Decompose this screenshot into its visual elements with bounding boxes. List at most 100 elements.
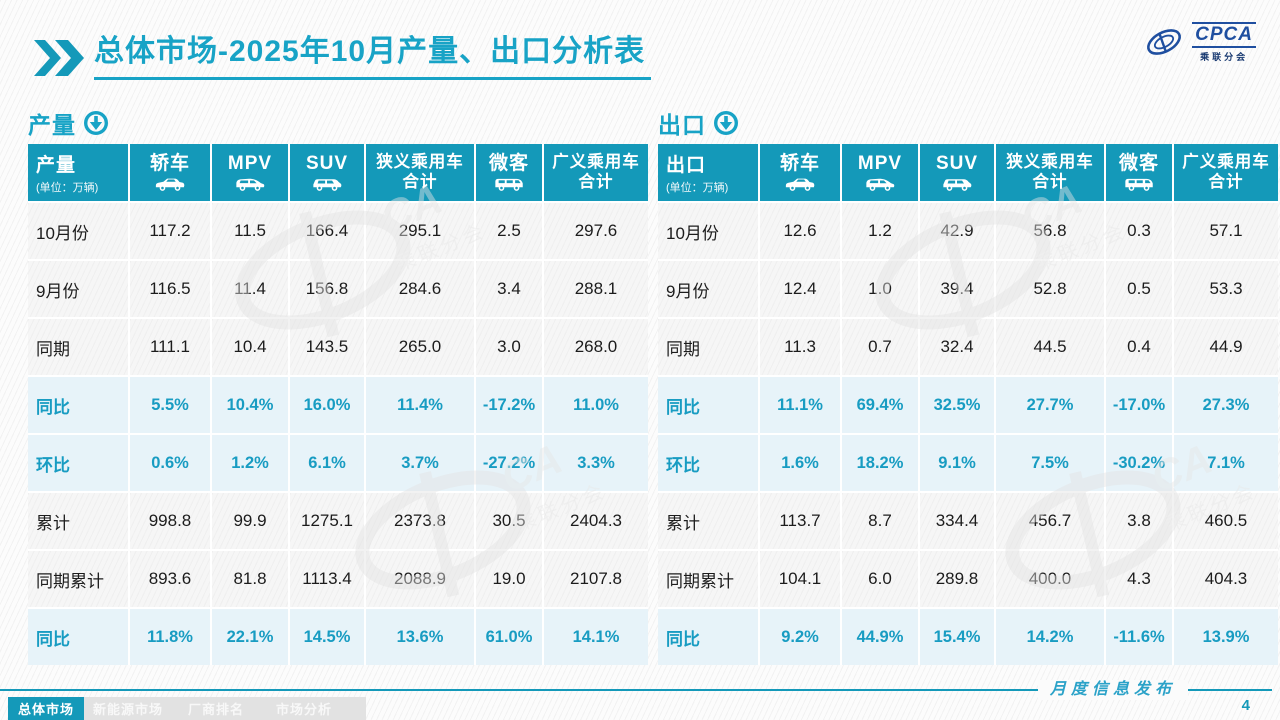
value-cell: 6.0 xyxy=(842,551,918,607)
section-header-export: 出口 xyxy=(658,106,1278,140)
value-cell: 2373.8 xyxy=(366,493,474,549)
value-cell: 117.2 xyxy=(130,203,210,259)
publication-label: 月度信息发布 xyxy=(1037,680,1188,700)
export-data-table: 出口 (单位：万辆) 轿车 MPV SUV 狭义乘用车 合计 微客 广义乘用车 合计 10月份 12.… xyxy=(658,144,1278,665)
value-cell: 44.9 xyxy=(1174,319,1278,375)
cpca-logo-subtitle: 乘联分会 xyxy=(1200,51,1249,62)
value-cell: 2404.3 xyxy=(544,493,648,549)
value-cell: 12.6 xyxy=(760,203,840,259)
sedan-car-icon xyxy=(784,175,816,192)
value-cell: 19.0 xyxy=(476,551,542,607)
mpv-car-icon xyxy=(864,175,896,192)
value-cell: 893.6 xyxy=(130,551,210,607)
value-cell: 1275.1 xyxy=(290,493,364,549)
microvan-icon xyxy=(493,175,525,192)
data-row-label: 9月份 xyxy=(28,261,128,317)
percent-value-cell: 0.6% xyxy=(130,435,210,491)
column-header-suv: SUV xyxy=(920,144,994,201)
data-row-label: 同期 xyxy=(28,319,128,375)
value-cell: 297.6 xyxy=(544,203,648,259)
percent-value-cell: 14.5% xyxy=(290,609,364,665)
value-cell: 2.5 xyxy=(476,203,542,259)
slide-header: 总体市场-2025年10月产量、出口分析表 xyxy=(34,26,652,80)
column-header-broad-pc-total: 广义乘用车 合计 xyxy=(1174,144,1278,201)
value-cell: 116.5 xyxy=(130,261,210,317)
value-cell: 32.4 xyxy=(920,319,994,375)
percent-row-label: 同比 xyxy=(658,609,758,665)
value-cell: 113.7 xyxy=(760,493,840,549)
value-cell: 268.0 xyxy=(544,319,648,375)
percent-value-cell: 10.4% xyxy=(212,377,288,433)
value-cell: 2107.8 xyxy=(544,551,648,607)
value-cell: 11.5 xyxy=(212,203,288,259)
value-cell: 295.1 xyxy=(366,203,474,259)
cpca-logo: CPCA 乘联分会 xyxy=(1143,22,1256,63)
percent-value-cell: 44.9% xyxy=(842,609,918,665)
table-title-cell: 产量 (单位：万辆) xyxy=(28,144,128,201)
sedan-car-icon xyxy=(154,175,186,192)
data-row-label: 累计 xyxy=(658,493,758,549)
column-header-microvan: 微客 xyxy=(476,144,542,201)
percent-value-cell: -17.0% xyxy=(1106,377,1172,433)
cpca-swoosh-icon xyxy=(1147,29,1182,56)
value-cell: 289.8 xyxy=(920,551,994,607)
value-cell: 4.3 xyxy=(1106,551,1172,607)
value-cell: 81.8 xyxy=(212,551,288,607)
tab-manufacturer-ranking[interactable]: 厂商排名 xyxy=(172,697,260,720)
value-cell: 57.1 xyxy=(1174,203,1278,259)
percent-row-label: 环比 xyxy=(658,435,758,491)
value-cell: 0.4 xyxy=(1106,319,1172,375)
value-cell: 2088.9 xyxy=(366,551,474,607)
percent-value-cell: 3.3% xyxy=(544,435,648,491)
value-cell: 3.0 xyxy=(476,319,542,375)
tab-nev-market[interactable]: 新能源市场 xyxy=(84,697,172,720)
percent-row-label: 同比 xyxy=(28,609,128,665)
column-header-narrow-pc-total: 狭义乘用车 合计 xyxy=(996,144,1104,201)
value-cell: 104.1 xyxy=(760,551,840,607)
column-header-sedan: 轿车 xyxy=(760,144,840,201)
value-cell: 11.4 xyxy=(212,261,288,317)
percent-value-cell: -27.2% xyxy=(476,435,542,491)
table-title-cell: 出口 (单位：万辆) xyxy=(658,144,758,201)
percent-value-cell: 22.1% xyxy=(212,609,288,665)
export-table: 出口出口 (单位：万辆) 轿车 MPV SUV 狭义乘用车 合计 微客 广义乘用车 合计 10月份 1… xyxy=(658,106,1278,665)
value-cell: 288.1 xyxy=(544,261,648,317)
section-title-label: 出口 xyxy=(658,112,706,138)
percent-value-cell: 13.9% xyxy=(1174,609,1278,665)
value-cell: 39.4 xyxy=(920,261,994,317)
percent-value-cell: 9.1% xyxy=(920,435,994,491)
cpca-logo-text: CPCA 乘联分会 xyxy=(1192,22,1256,63)
percent-value-cell: 14.2% xyxy=(996,609,1104,665)
percent-row-label: 环比 xyxy=(28,435,128,491)
column-header-suv: SUV xyxy=(290,144,364,201)
value-cell: 1.2 xyxy=(842,203,918,259)
data-row-label: 10月份 xyxy=(28,203,128,259)
percent-value-cell: 18.2% xyxy=(842,435,918,491)
column-header-microvan: 微客 xyxy=(1106,144,1172,201)
data-row-label: 累计 xyxy=(28,493,128,549)
percent-value-cell: 6.1% xyxy=(290,435,364,491)
percent-value-cell: 3.7% xyxy=(366,435,474,491)
value-cell: 1113.4 xyxy=(290,551,364,607)
tab-bar-filler xyxy=(348,697,366,720)
percent-value-cell: -30.2% xyxy=(1106,435,1172,491)
column-header-sedan: 轿车 xyxy=(130,144,210,201)
percent-value-cell: 32.5% xyxy=(920,377,994,433)
section-header-production: 产量 xyxy=(28,106,648,140)
value-cell: 400.0 xyxy=(996,551,1104,607)
value-cell: 44.5 xyxy=(996,319,1104,375)
value-cell: 56.8 xyxy=(996,203,1104,259)
tab-overall-market[interactable]: 总体市场 xyxy=(8,697,84,720)
percent-value-cell: 11.0% xyxy=(544,377,648,433)
percent-value-cell: 1.6% xyxy=(760,435,840,491)
tab-market-analysis[interactable]: 市场分析 xyxy=(260,697,348,720)
production-data-table: 产量 (单位：万辆) 轿车 MPV SUV 狭义乘用车 合计 微客 广义乘用车 合计 10月份 117… xyxy=(28,144,648,665)
percent-value-cell: -17.2% xyxy=(476,377,542,433)
value-cell: 0.3 xyxy=(1106,203,1172,259)
percent-value-cell: 13.6% xyxy=(366,609,474,665)
section-title-label: 产量 xyxy=(28,112,76,138)
value-cell: 460.5 xyxy=(1174,493,1278,549)
percent-row-label: 同比 xyxy=(28,377,128,433)
value-cell: 10.4 xyxy=(212,319,288,375)
